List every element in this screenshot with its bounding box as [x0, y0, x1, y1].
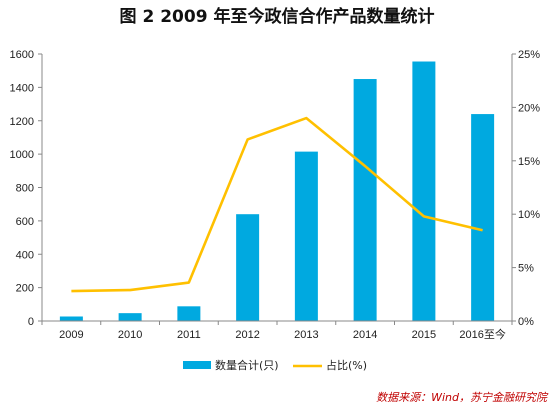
left-tick-label: 400	[16, 249, 34, 261]
x-tick-label: 2010	[118, 329, 142, 341]
chart-title: 图 2 2009 年至今政信合作产品数量统计	[120, 6, 435, 27]
bar	[294, 151, 318, 321]
right-axis: 0% 5% 10% 15% 20% 25%	[511, 49, 540, 328]
bar	[471, 114, 495, 321]
series-line	[71, 116, 483, 293]
right-tick-label: 15%	[518, 156, 540, 168]
bar	[59, 316, 83, 321]
right-tick-label: 0%	[518, 316, 534, 328]
right-tick-label: 25%	[518, 49, 540, 61]
legend: 数量合计(只) 占比(%)	[183, 358, 367, 372]
x-tick-label: 2012	[235, 329, 259, 341]
bar	[118, 313, 142, 321]
left-tick-label: 1600	[10, 49, 34, 61]
x-tick-label: 2009	[59, 329, 83, 341]
left-tick-label: 600	[16, 216, 34, 228]
plot-area	[59, 61, 495, 322]
bar	[177, 306, 201, 321]
right-tick-label: 20%	[518, 102, 540, 114]
left-axis: 0 200 400 600 800 1000 1200 1400 1600	[10, 49, 43, 328]
left-tick-label: 200	[16, 283, 34, 295]
x-tick-label: 2013	[294, 329, 318, 341]
left-tick-label: 800	[16, 183, 34, 195]
x-tick-label: 2015	[412, 329, 436, 341]
x-tick-label: 2014	[353, 329, 377, 341]
left-tick-label: 0	[28, 316, 34, 328]
left-tick-label: 1000	[10, 149, 34, 161]
bar	[236, 214, 260, 321]
x-tick-label: 2016至今	[459, 327, 505, 341]
right-tick-label: 5%	[518, 263, 534, 275]
legend-swatch-bar	[183, 361, 211, 369]
x-tick-label: 2011	[177, 329, 201, 341]
bar	[353, 79, 377, 321]
x-axis: 2009 2010 2011 2012 2013 2014 2015 2016至今	[41, 320, 513, 341]
left-tick-label: 1400	[10, 82, 34, 94]
legend-label-bar: 数量合计(只)	[215, 358, 279, 372]
legend-label-line: 占比(%)	[326, 358, 367, 372]
right-tick-label: 10%	[518, 209, 540, 221]
bar	[412, 61, 436, 322]
source-note: 数据来源：Wind，苏宁金融研究院	[376, 391, 549, 404]
left-tick-label: 1200	[10, 116, 34, 128]
